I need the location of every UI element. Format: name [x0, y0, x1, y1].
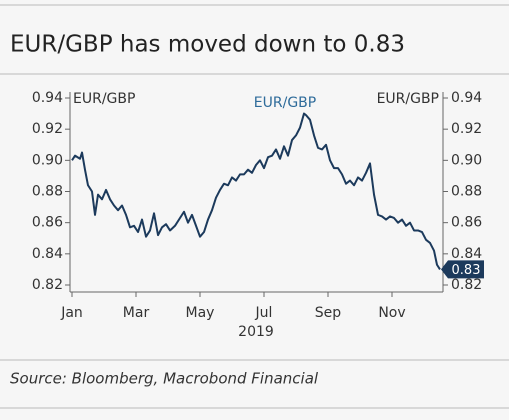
- y-tick-label: 0.90: [32, 152, 63, 168]
- y-tick-label: 0.82: [32, 277, 63, 293]
- y2-tick-label: 0.94: [451, 90, 482, 106]
- y-tick-label: 0.84: [32, 246, 63, 262]
- left-axis-label: EUR/GBP: [73, 91, 135, 107]
- last-value-tag: 0.83: [441, 260, 484, 279]
- y-tick-label: 0.86: [32, 215, 63, 231]
- right-axis-label: EUR/GBP: [377, 91, 439, 107]
- x-axis-label: 2019: [238, 324, 274, 340]
- x-tick-label: May: [186, 305, 215, 321]
- y2-tick-label: 0.86: [451, 215, 482, 231]
- series-label: EUR/GBP: [254, 95, 316, 111]
- x-tick-label: Mar: [123, 305, 150, 321]
- y-tick-label: 0.94: [32, 90, 63, 106]
- tag-label: 0.83: [452, 263, 481, 278]
- y2-tick-label: 0.90: [451, 152, 482, 168]
- source: Source: Bloomberg, Macrobond Financial: [10, 370, 319, 388]
- y2-tick-label: 0.84: [451, 246, 482, 262]
- tag-box: [441, 260, 484, 279]
- series-line: [71, 112, 441, 270]
- chart-title: EUR/GBP has moved down to 0.83: [10, 32, 405, 58]
- x-tick-label: Sep: [315, 305, 342, 321]
- x-tick-label: Nov: [378, 305, 405, 321]
- x-tick-label: Jan: [60, 305, 83, 321]
- y2-tick-label: 0.88: [451, 184, 482, 200]
- x-tick-label: Jul: [255, 305, 273, 321]
- y2-tick-label: 0.92: [451, 121, 482, 137]
- y-tick-label: 0.88: [32, 184, 63, 200]
- y-tick-label: 0.92: [32, 121, 63, 137]
- y2-tick-label: 0.82: [451, 277, 482, 293]
